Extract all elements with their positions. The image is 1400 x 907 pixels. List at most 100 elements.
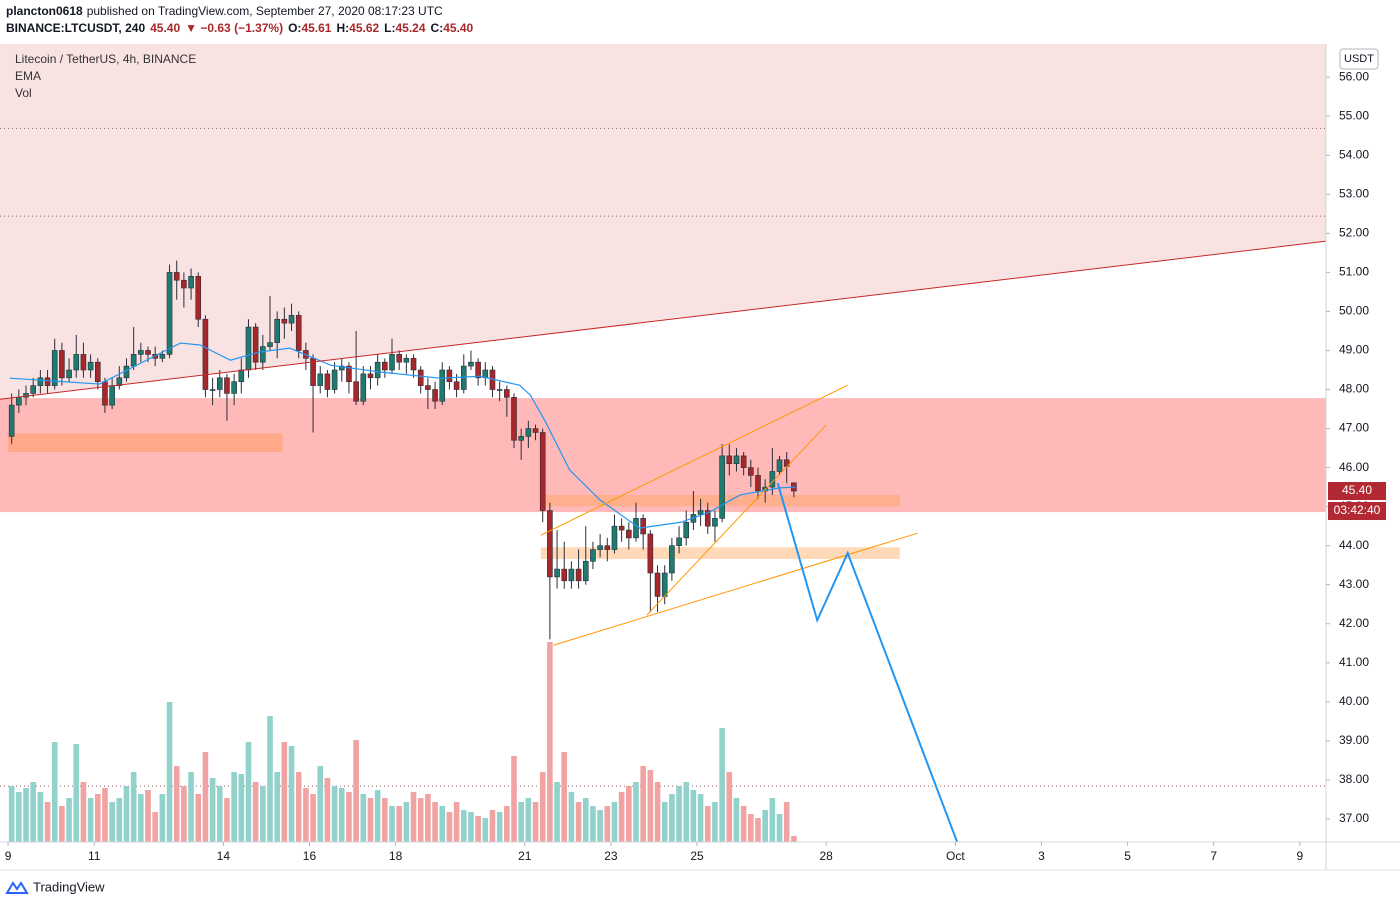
volume-bar	[762, 810, 768, 842]
volume-bar	[331, 786, 338, 842]
candle-body	[597, 545, 603, 550]
volume-bar	[231, 772, 237, 842]
candle-body	[209, 389, 216, 391]
candle-body	[37, 377, 44, 386]
volume-bar	[582, 798, 589, 842]
candle-body	[396, 354, 402, 363]
volume-bar	[776, 814, 783, 842]
volume-bar	[547, 642, 553, 842]
candle-body	[295, 315, 302, 351]
x-tick-label: 11	[88, 849, 101, 863]
volume-bar	[16, 792, 22, 842]
candle-body	[245, 326, 252, 371]
legend-item: EMA	[15, 69, 41, 83]
ohlc-key: C:	[431, 21, 444, 35]
volume-bar	[66, 798, 72, 842]
volume-bar	[697, 794, 704, 842]
candle-body	[511, 397, 517, 441]
price-marker-label: 45.40	[1342, 483, 1372, 497]
y-tick-label: 44.00	[1339, 538, 1369, 552]
last-price: 45.40	[150, 21, 180, 35]
x-tick-label: 3	[1038, 849, 1045, 863]
candle-body	[138, 350, 144, 355]
volume-bar	[324, 778, 331, 842]
volume-bar	[690, 790, 697, 842]
candle-body	[504, 389, 510, 398]
volume-bar	[561, 752, 568, 842]
volume-bar	[554, 782, 560, 842]
ohlc-value: 45.40	[443, 21, 473, 35]
y-tick-label: 55.00	[1339, 108, 1369, 122]
candle-body	[590, 549, 596, 562]
candle-body	[346, 365, 352, 383]
candle-body	[604, 545, 611, 550]
footer-brand: TradingView	[33, 879, 105, 894]
candle-body	[518, 436, 524, 441]
volume-bar	[783, 802, 790, 842]
volume-bar	[712, 802, 718, 842]
candle-body	[539, 432, 546, 511]
volume-bar	[425, 794, 431, 842]
volume-bar	[317, 766, 324, 842]
candle-body	[109, 385, 115, 406]
y-tick-label: 41.00	[1339, 655, 1369, 669]
volume-bar	[338, 788, 345, 842]
legend-item: Vol	[15, 86, 32, 100]
candle-body	[676, 537, 682, 546]
volume-bar	[310, 794, 316, 842]
volume-bar	[288, 746, 295, 842]
legend: Litecoin / TetherUS, 4h, BINANCE EMA Vol	[15, 52, 196, 100]
trend-line	[646, 424, 827, 616]
volume-bar	[109, 802, 115, 842]
ohlc-key: H:	[336, 21, 349, 35]
volume-bar	[260, 786, 266, 842]
candle-body	[733, 455, 740, 464]
candle-body	[224, 377, 230, 394]
volume-bar	[532, 802, 539, 842]
x-tick-label: 9	[5, 849, 12, 863]
candle-body	[159, 354, 166, 359]
plot-area	[0, 44, 1326, 842]
candle-body	[16, 397, 22, 406]
candle-body	[525, 428, 532, 437]
candle-body	[195, 275, 202, 320]
x-tick-label: 16	[303, 849, 317, 863]
volume-bar	[755, 818, 761, 842]
candle-body	[719, 455, 725, 519]
candle-body	[267, 342, 273, 347]
x-tick-label: 7	[1210, 849, 1217, 863]
volume-bar	[740, 806, 747, 842]
volume-bar	[410, 792, 417, 842]
volume-bar	[525, 798, 532, 842]
trend-line	[0, 240, 1326, 400]
volume-bar	[568, 792, 575, 842]
volume-bar	[575, 802, 582, 842]
candle-body	[80, 354, 87, 371]
y-tick-label: 47.00	[1339, 421, 1369, 435]
volume-bar	[403, 802, 410, 842]
volume-bar	[439, 806, 446, 842]
volume-bar	[8, 786, 15, 842]
candle-body	[331, 369, 338, 390]
candle-body	[94, 361, 101, 383]
volume-bar	[654, 782, 661, 842]
candle-body	[740, 455, 747, 468]
volume-bar	[396, 806, 402, 842]
candle-body	[130, 354, 137, 367]
candle-body	[389, 354, 395, 371]
candle-body	[417, 369, 424, 386]
logo-icon	[5, 881, 29, 894]
volume-bar	[152, 812, 158, 842]
x-tick-label: 23	[604, 849, 618, 863]
volume-bar	[267, 716, 273, 842]
volume-bar	[130, 772, 137, 842]
volume-bar	[597, 810, 603, 842]
candle-body	[669, 545, 675, 574]
volume-bar	[518, 802, 524, 842]
volume-bar	[590, 806, 596, 842]
volume-bar	[475, 816, 481, 842]
volume-bar	[173, 766, 180, 842]
volume-bar	[669, 794, 675, 842]
currency: USDT	[1344, 53, 1374, 65]
volume-bar	[102, 788, 108, 842]
